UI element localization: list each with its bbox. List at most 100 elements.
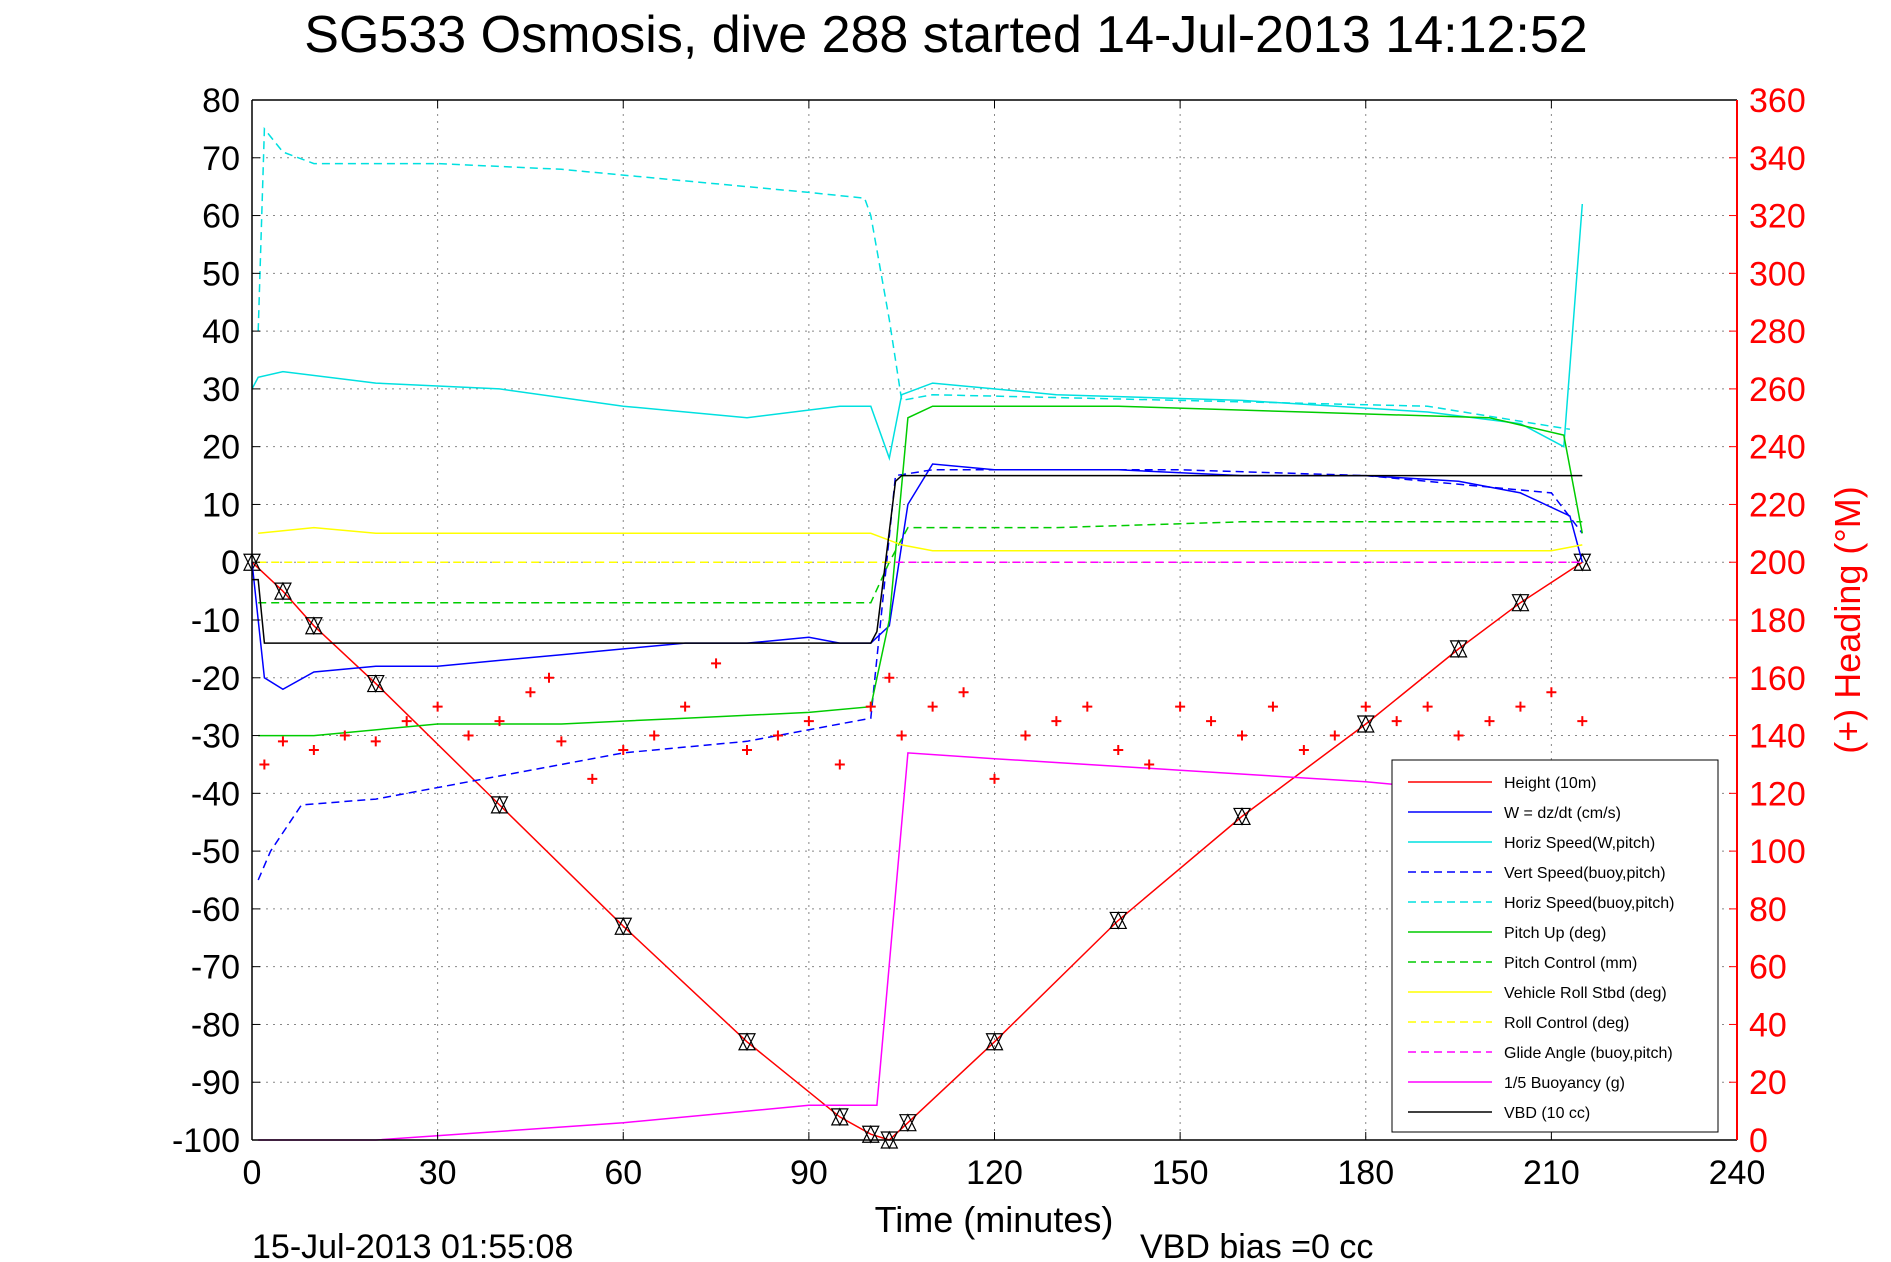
heading-point: [772, 730, 783, 741]
y-right-tick-label: 260: [1749, 371, 1806, 409]
y-tick-label: -90: [191, 1064, 240, 1102]
y-right-tick-label: 80: [1749, 891, 1787, 929]
legend-label: Horiz Speed(buoy,pitch): [1504, 895, 1674, 912]
heading-point: [1144, 759, 1155, 770]
y-tick-label: -100: [172, 1122, 240, 1160]
heading-point: [556, 736, 567, 747]
legend-box: [1391, 759, 1719, 1133]
y-right-tick-label: 180: [1749, 602, 1806, 640]
height-marker: [985, 1032, 1004, 1052]
height-marker: [273, 581, 292, 601]
series-line: [251, 561, 1583, 1141]
y-right-tick-label: 320: [1749, 198, 1806, 236]
series-7: [258, 526, 1583, 552]
heading-point: [432, 701, 443, 712]
series-line: [252, 474, 1583, 644]
y-right-tick-label: 360: [1749, 82, 1806, 120]
y-right-tick-label: 220: [1749, 486, 1806, 524]
y-right-tick-label: 240: [1749, 429, 1806, 467]
footer-vbd-bias: VBD bias =0 cc: [1140, 1228, 1373, 1262]
heading-point: [711, 658, 722, 669]
heading-point: [1175, 701, 1186, 712]
heading-point: [803, 716, 814, 727]
legend: Height (10m) W = dz/dt (cm/s) Horiz Speed(…: [1391, 759, 1719, 1133]
series-line: [258, 405, 1584, 737]
heading-point: [989, 773, 1000, 784]
legend-label: Vert Speed(buoy,pitch): [1504, 865, 1666, 882]
legend-label: VBD (10 cc): [1504, 1105, 1590, 1122]
heading-point: [1391, 716, 1402, 727]
series-line: [251, 203, 1584, 462]
y-right-tick-label: 280: [1749, 313, 1806, 351]
heading-point: [1267, 701, 1278, 712]
series-3: [257, 469, 1583, 881]
heading-point: [1577, 716, 1588, 727]
heading-point: [1453, 730, 1464, 741]
y-right-tick-label: 200: [1749, 544, 1806, 582]
series-11: [252, 474, 1583, 644]
series-12: [259, 658, 1588, 784]
y-tick-label: -30: [191, 718, 240, 756]
height-marker: [861, 1124, 880, 1144]
y-right-tick-label: 100: [1749, 833, 1806, 871]
x-axis-label: Time (minutes): [875, 1199, 1114, 1240]
series-line: [258, 752, 1490, 1141]
y-tick-label: -40: [191, 775, 240, 813]
heading-point: [834, 759, 845, 770]
heading-point: [649, 730, 660, 741]
legend-label: Pitch Up (deg): [1504, 925, 1606, 942]
series-layer: [243, 126, 1592, 1150]
heading-point: [1329, 730, 1340, 741]
series-line: [257, 469, 1583, 881]
series-2: [251, 203, 1584, 462]
heading-point: [1360, 701, 1371, 712]
y-tick-label: -80: [191, 1006, 240, 1044]
series-5: [258, 405, 1584, 737]
y-tick-label: 60: [202, 198, 240, 236]
y-tick-label: -50: [191, 833, 240, 871]
y-tick-label: -70: [191, 949, 240, 987]
legend-label: Glide Angle (buoy,pitch): [1504, 1045, 1673, 1062]
x-tick-label: 180: [1337, 1154, 1394, 1192]
heading-point: [1206, 716, 1217, 727]
x-tick-label: 60: [604, 1154, 642, 1192]
heading-point: [742, 745, 752, 755]
heading-point: [1515, 701, 1526, 712]
y-tick-label: -20: [191, 660, 240, 698]
heading-point: [1020, 730, 1031, 741]
y-right-tick-label: 0: [1749, 1122, 1768, 1160]
heading-point: [525, 687, 536, 698]
series-line: [257, 126, 1571, 431]
heading-point: [1298, 745, 1309, 755]
y-right-tick-label: 120: [1749, 775, 1806, 813]
heading-point: [1082, 701, 1093, 712]
height-marker: [614, 916, 633, 936]
y-right-tick-label: 40: [1749, 1006, 1787, 1044]
heading-point: [927, 701, 938, 712]
heading-point: [401, 716, 412, 727]
height-marker: [830, 1107, 849, 1127]
heading-point: [339, 730, 350, 741]
heading-point: [308, 745, 319, 755]
legend-label: Vehicle Roll Stbd (deg): [1504, 985, 1667, 1002]
heading-point: [1237, 730, 1247, 741]
height-marker: [1109, 911, 1128, 930]
height-marker: [1511, 593, 1530, 613]
heading-point: [618, 745, 629, 755]
y-tick-label: -10: [191, 602, 240, 640]
y-right-tick-label: 300: [1749, 255, 1806, 293]
y-tick-label: 70: [202, 140, 240, 178]
x-tick-label: 240: [1709, 1154, 1766, 1192]
heading-point: [277, 736, 288, 747]
y-right-tick-label: 20: [1749, 1064, 1787, 1102]
height-marker: [1449, 639, 1468, 659]
y-tick-label: 10: [202, 486, 240, 524]
footer-timestamp: 15-Jul-2013 01:55:08: [252, 1228, 573, 1262]
y-tick-label: 20: [202, 429, 240, 467]
legend-label: 1/5 Buoyancy (g): [1504, 1075, 1625, 1092]
y-right-tick-label: 60: [1749, 949, 1787, 987]
height-marker: [1356, 714, 1375, 734]
heading-point: [896, 730, 907, 741]
y-right-tick-label: 140: [1749, 718, 1806, 756]
